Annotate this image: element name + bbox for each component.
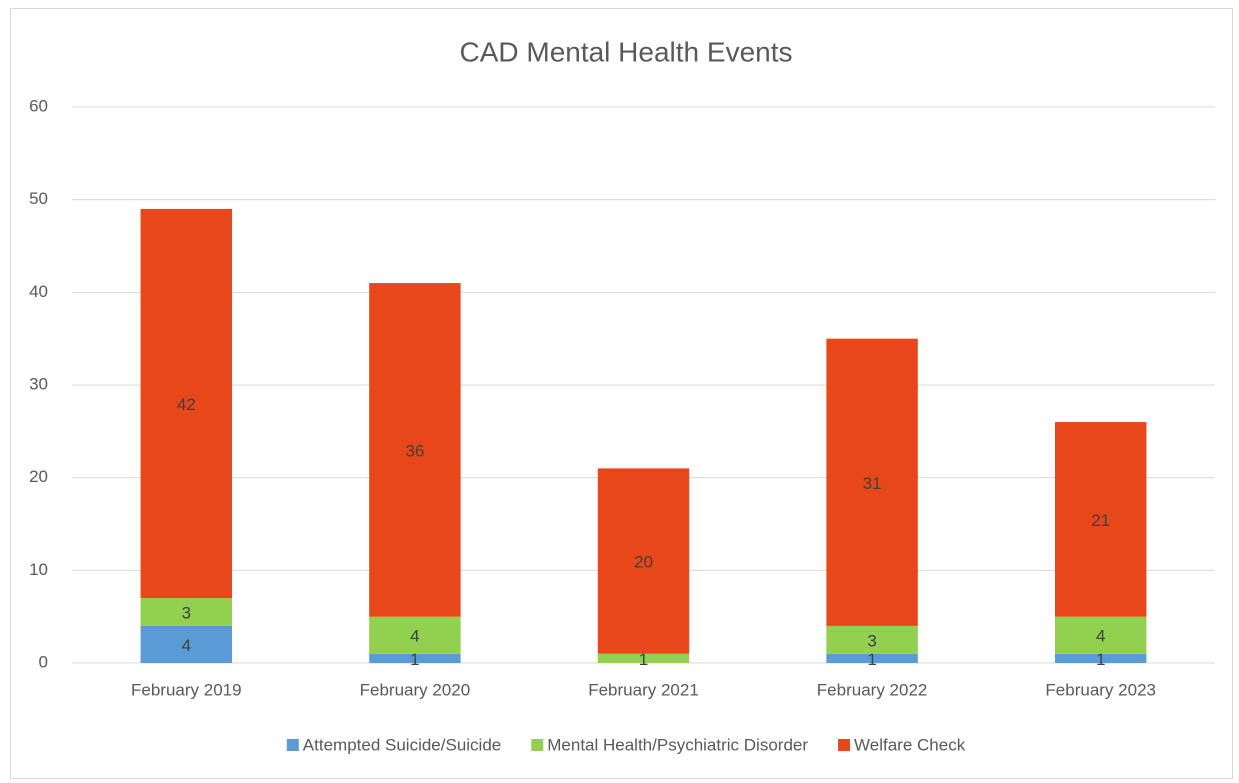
data-label: 3 [867,631,876,650]
legend-swatch [286,739,299,751]
bar-segment [597,468,690,654]
legend-label: Welfare Check [854,735,966,754]
y-tick-label: 20 [29,467,48,486]
y-tick-label: 0 [39,652,48,671]
y-tick-label: 10 [29,560,48,579]
x-tick-label: February 2023 [1045,680,1156,699]
data-label: 1 [410,650,419,669]
bar-segment [369,653,461,663]
data-label: 31 [863,474,882,493]
data-label: 1 [1096,650,1105,669]
bar-segment [140,208,233,599]
bar-segment [826,653,918,663]
bar-segment [826,338,918,626]
bar-segment [1054,653,1147,663]
chart-title: CAD Mental Health Events [459,36,792,67]
data-label: 1 [639,650,648,669]
bar-segment [826,625,918,654]
y-tick-label: 40 [29,282,48,301]
legend-label: Attempted Suicide/Suicide [303,735,501,754]
bar-segment [369,283,461,617]
bar-segment [597,653,690,663]
data-label: 4 [182,636,191,655]
x-tick-label: February 2020 [360,680,471,699]
bar-segment [140,598,233,626]
bar-segment [140,625,233,663]
x-tick-label: February 2022 [817,680,928,699]
x-tick-label: February 2021 [588,680,699,699]
legend-label: Mental Health/Psychiatric Disorder [547,735,808,754]
data-label: 4 [410,627,419,646]
data-label: 1 [867,650,876,669]
data-label: 21 [1091,511,1110,530]
data-label: 4 [1096,627,1105,646]
data-label: 42 [177,395,196,414]
bar-segment [1054,616,1147,654]
data-label: 36 [405,441,424,460]
x-tick-label: February 2019 [131,680,242,699]
legend-swatch [531,739,544,751]
data-label: 20 [634,553,653,572]
y-tick-label: 60 [29,96,48,115]
data-label: 3 [182,604,191,623]
legend-swatch [838,739,851,751]
bar-segment [1054,422,1147,617]
y-tick-label: 50 [29,189,48,208]
bar-segment [369,616,461,654]
y-tick-label: 30 [29,374,48,393]
